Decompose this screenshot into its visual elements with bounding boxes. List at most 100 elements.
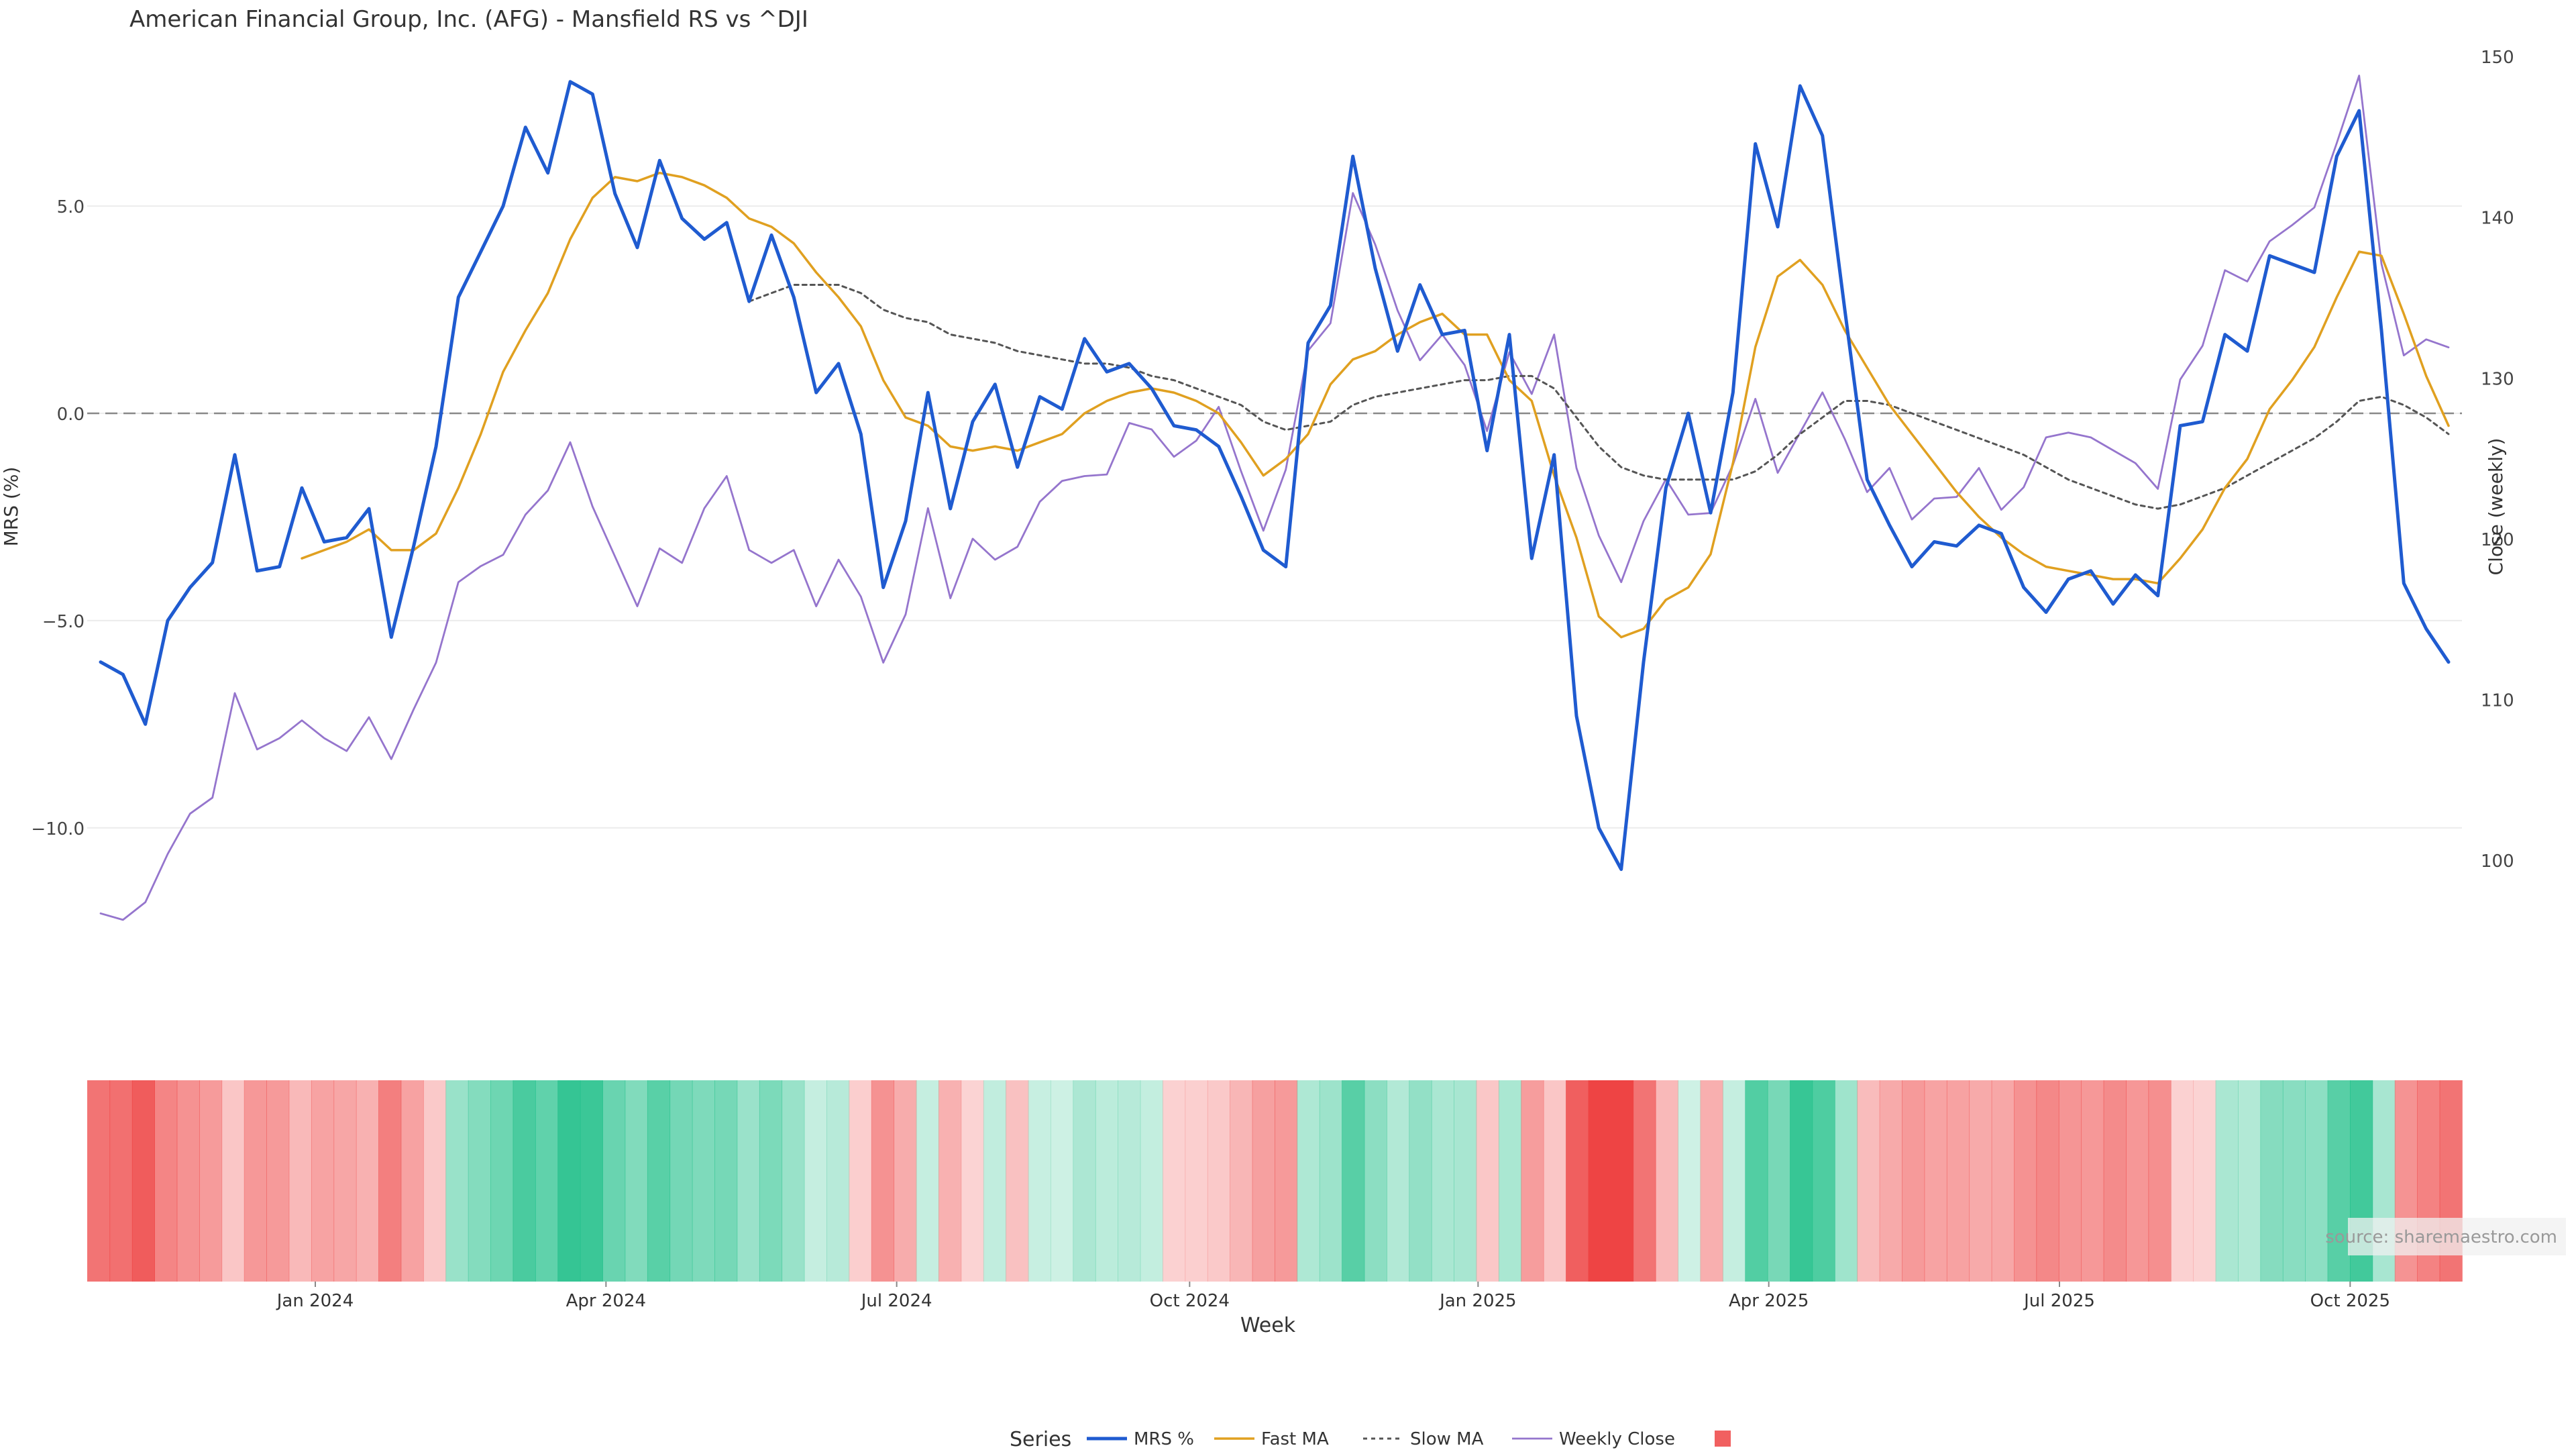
signal-band	[311, 1080, 335, 1282]
signal-band	[2215, 1080, 2239, 1282]
signal-band	[1946, 1080, 1970, 1282]
signal-band	[1028, 1080, 1051, 1282]
signal-band	[2014, 1080, 2037, 1282]
signal-band	[1834, 1080, 1858, 1282]
legend-label: Weekly Close	[1559, 1429, 1675, 1449]
signal-band	[1006, 1080, 1029, 1282]
chart-title: American Financial Group, Inc. (AFG) - M…	[129, 6, 808, 33]
y-right-tick-label: 130	[2481, 369, 2514, 389]
signal-band	[1163, 1080, 1186, 1282]
x-tick-label: Jan 2024	[276, 1291, 354, 1311]
signal-band	[1095, 1080, 1119, 1282]
signal-band	[2193, 1080, 2216, 1282]
signal-band	[1386, 1080, 1410, 1282]
y-left-tick-label: −5.0	[42, 612, 85, 632]
signal-band	[983, 1080, 1007, 1282]
signal-band-strip	[87, 1080, 2463, 1282]
signal-band	[2327, 1080, 2351, 1282]
x-tick-label: Jul 2024	[860, 1291, 932, 1311]
signal-band	[199, 1080, 223, 1282]
signal-band	[1454, 1080, 1477, 1282]
y-left-tick-label: −10.0	[31, 819, 85, 839]
signal-band	[1745, 1080, 1768, 1282]
y-right-tick-label: 120	[2481, 530, 2514, 550]
signal-band	[109, 1080, 133, 1282]
signal-band	[826, 1080, 850, 1282]
signal-band	[288, 1080, 312, 1282]
signal-band	[1319, 1080, 1342, 1282]
y-right-tick-label: 150	[2481, 48, 2514, 68]
signal-band	[1857, 1080, 1880, 1282]
signal-band	[1588, 1080, 1611, 1282]
watermark-box	[2348, 1218, 2566, 1255]
axis-layer: 5.0 0.0 −5.0 −10.0 100 110 120 130 140 150 Jan 202…	[31, 48, 2514, 1311]
signal-band	[894, 1080, 917, 1282]
series-line-slow-ma	[748, 284, 2450, 510]
signal-band	[1252, 1080, 1275, 1282]
signal-band	[1342, 1080, 1365, 1282]
signal-band	[669, 1080, 693, 1282]
legend-band-swatch	[1715, 1431, 1731, 1447]
y-axis-left-label: MRS (%)	[0, 467, 22, 547]
signal-band	[1051, 1080, 1074, 1282]
signal-band	[1498, 1080, 1522, 1282]
signal-band	[1879, 1080, 1902, 1282]
signal-band	[2238, 1080, 2261, 1282]
signal-band	[782, 1080, 805, 1282]
signal-band	[804, 1080, 827, 1282]
signal-band	[916, 1080, 939, 1282]
signal-band	[1521, 1080, 1544, 1282]
signal-band	[131, 1080, 155, 1282]
signal-band	[961, 1080, 984, 1282]
x-tick-label: Jan 2025	[1438, 1291, 1517, 1311]
signal-band	[468, 1080, 491, 1282]
signal-band	[1812, 1080, 1835, 1282]
signal-band	[1140, 1080, 1163, 1282]
x-tick-label: Apr 2025	[1729, 1291, 1809, 1311]
signal-band	[535, 1080, 559, 1282]
signal-band	[1633, 1080, 1656, 1282]
series-line-mrs	[99, 80, 2451, 872]
watermark: source: sharemaestro.com	[2325, 1227, 2557, 1247]
signal-band	[1610, 1080, 1634, 1282]
signal-band	[871, 1080, 895, 1282]
signal-band	[1185, 1080, 1208, 1282]
signal-band	[557, 1080, 581, 1282]
signal-band	[244, 1080, 267, 1282]
signal-band	[2081, 1080, 2104, 1282]
signal-band	[1767, 1080, 1790, 1282]
signal-band	[1700, 1080, 1723, 1282]
series-line-fast-ma	[301, 171, 2450, 639]
signal-band	[647, 1080, 671, 1282]
signal-band	[221, 1080, 245, 1282]
signal-band	[692, 1080, 715, 1282]
signal-band	[2036, 1080, 2059, 1282]
signal-band	[625, 1080, 648, 1282]
signal-band	[1969, 1080, 1992, 1282]
grid-layer	[87, 205, 2462, 829]
signal-band	[356, 1080, 379, 1282]
signal-band	[378, 1080, 402, 1282]
x-tick-label: Oct 2025	[2310, 1291, 2390, 1311]
signal-band	[737, 1080, 760, 1282]
signal-band	[759, 1080, 783, 1282]
y-left-tick-label: 5.0	[57, 197, 85, 217]
signal-band	[1902, 1080, 1925, 1282]
signal-band	[1118, 1080, 1141, 1282]
signal-band	[1431, 1080, 1454, 1282]
signal-band	[333, 1080, 357, 1282]
signal-band	[2148, 1080, 2171, 1282]
signal-band	[1991, 1080, 2015, 1282]
signal-band	[1678, 1080, 1701, 1282]
legend-label: MRS %	[1134, 1429, 1194, 1449]
signal-band	[490, 1080, 514, 1282]
signal-band	[266, 1080, 290, 1282]
signal-band	[2126, 1080, 2149, 1282]
signal-band	[1073, 1080, 1096, 1282]
signal-band	[1409, 1080, 1432, 1282]
signal-band	[1543, 1080, 1566, 1282]
y-right-tick-label: 140	[2481, 209, 2514, 229]
signal-band	[1476, 1080, 1499, 1282]
signal-band	[87, 1080, 111, 1282]
